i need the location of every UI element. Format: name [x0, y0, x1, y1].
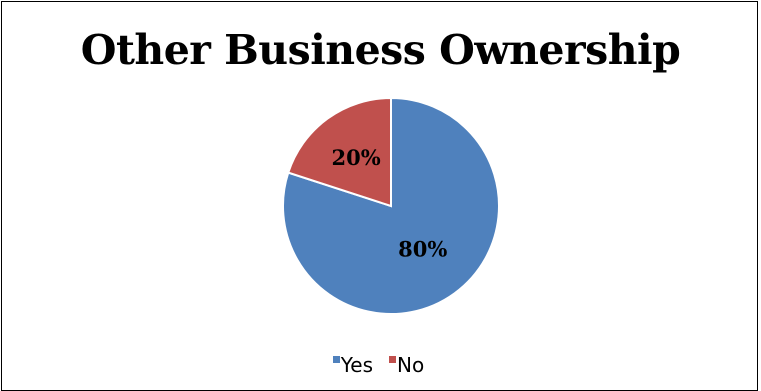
pie-slice-no	[287, 96, 392, 208]
legend-label-no: No	[397, 353, 425, 377]
legend-item-yes: Yes	[332, 353, 374, 377]
chart-legend: Yes No	[0, 353, 757, 377]
legend-label-yes: Yes	[340, 353, 374, 377]
pie-slice-yes	[282, 96, 500, 315]
chart-title: Other Business Ownership	[80, 26, 681, 74]
data-label-yes: 80%	[398, 237, 447, 262]
legend-swatch-yes	[332, 356, 340, 363]
data-label-no: 20%	[331, 145, 380, 170]
legend-swatch-no	[389, 356, 397, 363]
legend-item-no: No	[389, 353, 424, 377]
